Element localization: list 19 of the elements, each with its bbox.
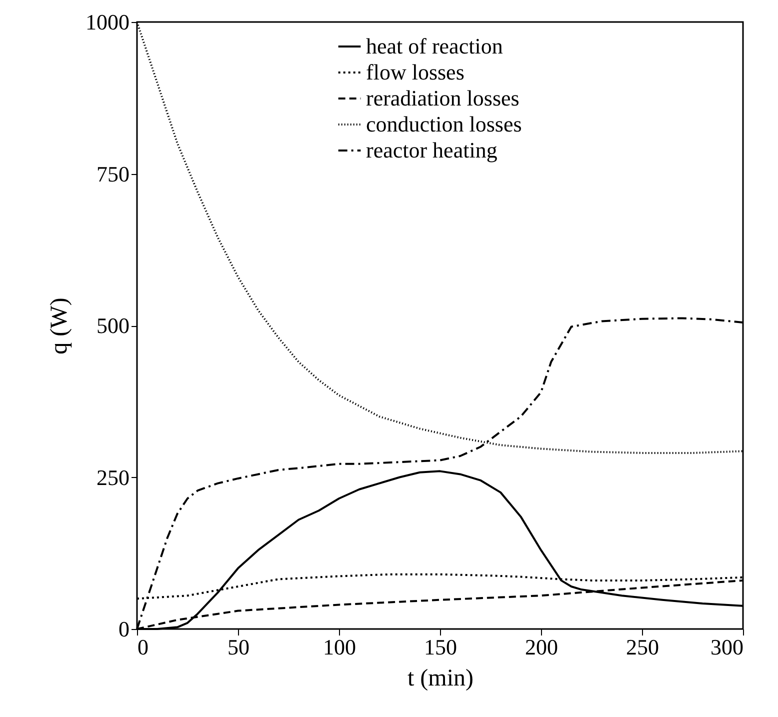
x-tick-label: 100 <box>323 634 356 660</box>
legend-label: conduction losses <box>366 112 522 136</box>
y-axis-title: q (W) <box>46 298 72 354</box>
y-tick-label: 500 <box>96 313 130 338</box>
legend-label: reactor heating <box>366 138 498 162</box>
x-tick-label: 200 <box>525 634 558 660</box>
x-tick-label: 50 <box>228 634 250 660</box>
y-tick-label: 750 <box>96 161 130 186</box>
legend-label: flow losses <box>366 60 464 84</box>
y-tick-label: 0 <box>118 616 130 642</box>
y-tick-label: 250 <box>96 464 130 490</box>
legend-label: reradiation losses <box>366 86 520 110</box>
x-tick-label: 300 <box>710 634 744 660</box>
x-axis-title: t (min) <box>408 666 474 692</box>
legend-label: heat of reaction <box>366 34 503 58</box>
x-tick-label: 0 <box>138 634 148 660</box>
x-tick-label: 250 <box>626 634 659 660</box>
y-tick-label: 1000 <box>86 10 130 34</box>
x-tick-label: 150 <box>424 634 457 660</box>
